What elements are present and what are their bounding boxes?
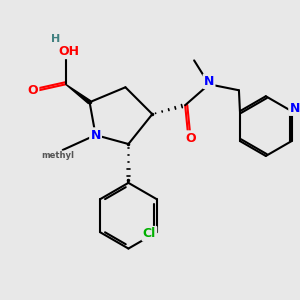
Text: O: O [28, 84, 38, 97]
Text: O: O [186, 132, 196, 145]
Text: H: H [51, 34, 60, 44]
Text: Cl: Cl [143, 227, 156, 240]
Text: N: N [204, 75, 214, 88]
Text: N: N [90, 129, 101, 142]
Text: methyl: methyl [42, 152, 75, 160]
Polygon shape [66, 84, 91, 104]
Text: N: N [290, 102, 300, 115]
Text: OH: OH [58, 45, 79, 58]
